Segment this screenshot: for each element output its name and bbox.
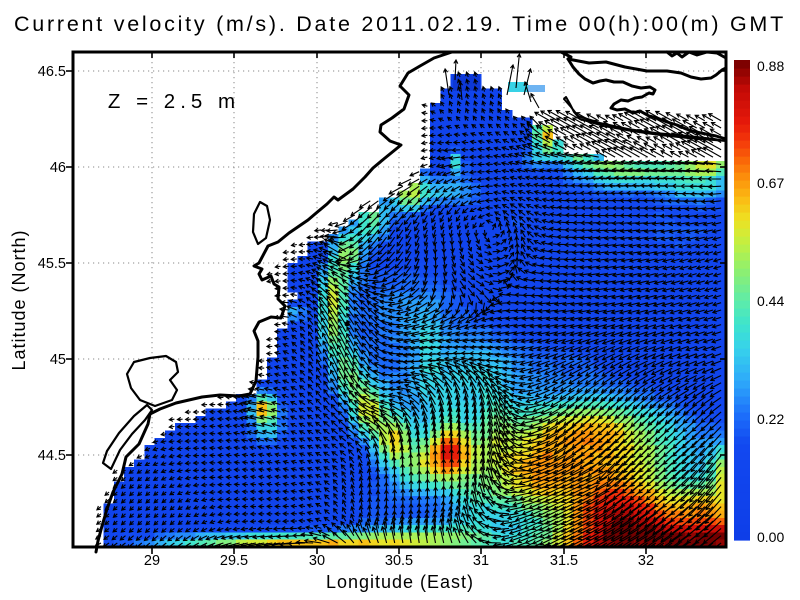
svg-text:0.00: 0.00 bbox=[757, 529, 784, 545]
svg-text:Current velocity (m/s). Date 2: Current velocity (m/s). Date 2011.02.19.… bbox=[14, 12, 786, 36]
svg-text:45: 45 bbox=[50, 352, 66, 368]
svg-text:Latitude (North): Latitude (North) bbox=[9, 229, 29, 370]
svg-text:30: 30 bbox=[309, 553, 325, 569]
svg-text:45.5: 45.5 bbox=[38, 256, 66, 272]
svg-text:0.88: 0.88 bbox=[757, 58, 784, 74]
svg-text:0.67: 0.67 bbox=[757, 175, 784, 191]
svg-text:46: 46 bbox=[50, 160, 66, 176]
svg-text:30.5: 30.5 bbox=[385, 553, 413, 569]
svg-text:31: 31 bbox=[473, 553, 489, 569]
svg-text:29.5: 29.5 bbox=[220, 553, 248, 569]
svg-text:29: 29 bbox=[144, 553, 160, 569]
svg-text:44.5: 44.5 bbox=[38, 448, 66, 464]
svg-text:Longitude (East): Longitude (East) bbox=[326, 572, 474, 592]
svg-text:0.22: 0.22 bbox=[757, 411, 784, 427]
svg-text:Z = 2.5 m: Z = 2.5 m bbox=[108, 90, 240, 113]
svg-text:32: 32 bbox=[638, 553, 654, 569]
svg-text:31.5: 31.5 bbox=[550, 553, 578, 569]
svg-text:0.44: 0.44 bbox=[757, 293, 784, 309]
svg-text:46.5: 46.5 bbox=[38, 64, 66, 80]
